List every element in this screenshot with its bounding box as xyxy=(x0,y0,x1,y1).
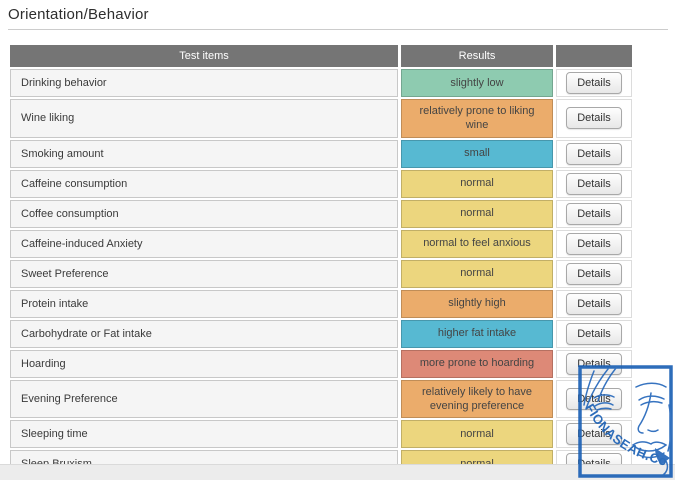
details-button[interactable]: Details xyxy=(566,423,622,446)
details-cell: Details xyxy=(556,259,632,288)
table-row: Sweet Preference normal Details xyxy=(10,259,632,288)
test-item-label: Evening Preference xyxy=(10,379,398,419)
table-row: Drinking behavior slightly low Details xyxy=(10,69,632,97)
result-value: normal xyxy=(401,169,553,198)
details-button[interactable]: Details xyxy=(566,322,622,345)
table-row: Caffeine consumption normal Details xyxy=(10,169,632,198)
table-row: Evening Preference relatively likely to … xyxy=(10,379,632,419)
details-cell: Details xyxy=(556,289,632,318)
page-footer-strip xyxy=(0,464,675,480)
details-button[interactable]: Details xyxy=(566,72,622,94)
details-button[interactable]: Details xyxy=(566,387,622,410)
test-item-label: Drinking behavior xyxy=(10,69,398,97)
table-header-row: Test items Results xyxy=(10,45,632,67)
details-cell: Details xyxy=(556,349,632,378)
details-cell: Details xyxy=(556,99,632,138)
page-title: Orientation/Behavior xyxy=(8,6,149,23)
table-row: Hoarding more prone to hoarding Details xyxy=(10,349,632,378)
details-cell: Details xyxy=(556,319,632,348)
results-table: Test items Results Drinking behavior sli… xyxy=(10,45,632,479)
result-value: normal to feel anxious xyxy=(401,229,553,258)
table-row: Wine liking relatively prone to liking w… xyxy=(10,99,632,138)
column-header-results: Results xyxy=(401,45,553,67)
details-cell: Details xyxy=(556,199,632,228)
details-cell: Details xyxy=(556,379,632,419)
result-value: small xyxy=(401,139,553,168)
details-cell: Details xyxy=(556,169,632,198)
details-button[interactable]: Details xyxy=(566,107,622,130)
test-item-label: Smoking amount xyxy=(10,139,398,168)
details-cell: Details xyxy=(556,69,632,97)
details-button[interactable]: Details xyxy=(566,142,622,165)
table-row: Coffee consumption normal Details xyxy=(10,199,632,228)
test-item-label: Carbohydrate or Fat intake xyxy=(10,319,398,348)
column-header-test-items: Test items xyxy=(10,45,398,67)
test-item-label: Caffeine-induced Anxiety xyxy=(10,229,398,258)
result-value: slightly low xyxy=(401,69,553,97)
table-body: Drinking behavior slightly low Details W… xyxy=(10,69,632,479)
test-item-label: Sweet Preference xyxy=(10,259,398,288)
details-button[interactable]: Details xyxy=(566,352,622,375)
result-value: normal xyxy=(401,259,553,288)
details-button[interactable]: Details xyxy=(566,202,622,225)
details-cell: Details xyxy=(556,229,632,258)
result-value: normal xyxy=(401,420,553,449)
result-value: more prone to hoarding xyxy=(401,349,553,378)
result-value: slightly high xyxy=(401,289,553,318)
test-item-label: Coffee consumption xyxy=(10,199,398,228)
result-value: relatively prone to liking wine xyxy=(401,99,553,138)
pen-nib-icon xyxy=(655,448,670,465)
details-button[interactable]: Details xyxy=(566,232,622,255)
details-cell: Details xyxy=(556,420,632,449)
result-value: relatively likely to have evening prefer… xyxy=(401,379,553,419)
table-row: Carbohydrate or Fat intake higher fat in… xyxy=(10,319,632,348)
test-item-label: Wine liking xyxy=(10,99,398,138)
table-row: Smoking amount small Details xyxy=(10,139,632,168)
details-button[interactable]: Details xyxy=(566,262,622,285)
title-divider xyxy=(8,29,668,30)
result-value: normal xyxy=(401,199,553,228)
test-item-label: Sleeping time xyxy=(10,420,398,449)
table-row: Protein intake slightly high Details xyxy=(10,289,632,318)
table-row: Sleeping time normal Details xyxy=(10,420,632,449)
details-cell: Details xyxy=(556,139,632,168)
result-value: higher fat intake xyxy=(401,319,553,348)
details-button[interactable]: Details xyxy=(566,292,622,315)
details-button[interactable]: Details xyxy=(566,172,622,195)
table-row: Caffeine-induced Anxiety normal to feel … xyxy=(10,229,632,258)
test-item-label: Protein intake xyxy=(10,289,398,318)
test-item-label: Caffeine consumption xyxy=(10,169,398,198)
column-header-actions xyxy=(556,45,632,67)
test-item-label: Hoarding xyxy=(10,349,398,378)
